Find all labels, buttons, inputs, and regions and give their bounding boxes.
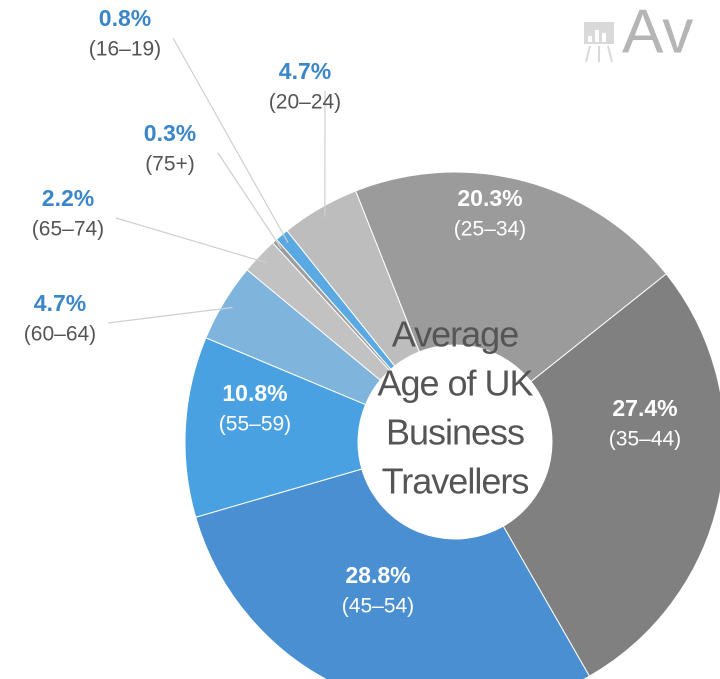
category-label: (55–59)	[219, 413, 291, 436]
chart-title: Av	[622, 0, 693, 66]
value-label: 20.3%	[457, 185, 522, 211]
value-label: 4.7%	[279, 58, 331, 84]
leader-line	[107, 306, 233, 324]
value-label: 4.7%	[34, 290, 86, 316]
donut-slice	[184, 337, 367, 518]
category-label: (35–44)	[609, 428, 681, 451]
value-label: 27.4%	[612, 395, 677, 421]
value-label: 10.8%	[222, 380, 287, 406]
category-label: (75+)	[145, 153, 195, 176]
category-label: (60–64)	[24, 323, 96, 346]
value-label: 0.8%	[99, 5, 151, 31]
category-label: (65–74)	[32, 218, 104, 241]
leader-line	[115, 217, 267, 264]
donut-slice	[275, 229, 396, 370]
category-label: (25–34)	[454, 218, 526, 241]
donut-slice	[355, 171, 668, 383]
title-icon	[584, 22, 614, 63]
value-label: 2.2%	[42, 185, 94, 211]
center-label: Average	[392, 314, 518, 355]
category-label: (20–24)	[269, 91, 341, 114]
value-label: 0.3%	[144, 120, 196, 146]
donut-slice	[195, 468, 591, 679]
category-label: (45–54)	[342, 595, 414, 618]
center-label: Travellers	[382, 461, 529, 502]
center-label: Business	[386, 412, 524, 453]
value-label: 28.8%	[345, 562, 410, 588]
donut-slice	[502, 273, 720, 677]
category-label: (16–19)	[89, 38, 161, 61]
center-label: Age of UK	[377, 363, 533, 404]
leader-line	[217, 152, 282, 249]
leader-line	[172, 37, 289, 243]
